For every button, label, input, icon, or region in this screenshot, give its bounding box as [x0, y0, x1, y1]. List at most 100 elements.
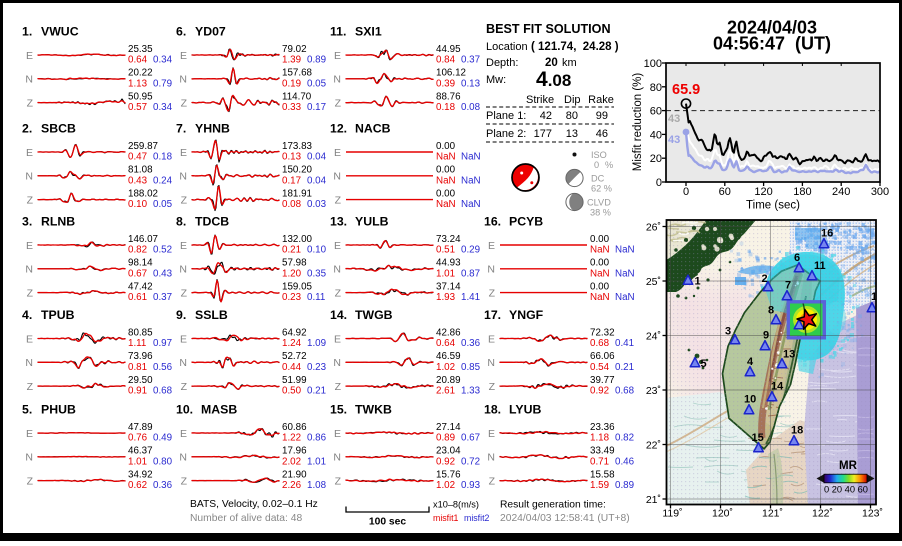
svg-text:106.12: 106.12: [436, 68, 466, 79]
svg-text:29.50: 29.50: [128, 375, 153, 386]
svg-text:DC: DC: [591, 174, 605, 184]
svg-text:44.95: 44.95: [436, 44, 461, 55]
svg-text:1.: 1.: [22, 25, 32, 39]
svg-text:120˚: 120˚: [712, 508, 733, 520]
svg-text:34.92: 34.92: [128, 469, 153, 480]
svg-text:NaN: NaN: [461, 199, 481, 210]
svg-text:0.47: 0.47: [128, 152, 147, 163]
svg-text:0.19: 0.19: [282, 78, 301, 89]
svg-text:0.43: 0.43: [153, 268, 173, 279]
svg-text:NaN: NaN: [436, 152, 456, 163]
svg-text:NaN: NaN: [436, 199, 456, 210]
svg-text:0.89: 0.89: [436, 433, 455, 444]
svg-text:0.36: 0.36: [461, 338, 481, 349]
svg-text:100 sec: 100 sec: [369, 517, 406, 528]
svg-text:0.39: 0.39: [436, 78, 455, 89]
svg-text:79.02: 79.02: [282, 44, 307, 55]
svg-text:51.99: 51.99: [282, 375, 307, 386]
svg-text:46.59: 46.59: [436, 351, 461, 362]
svg-text:26˚: 26˚: [646, 221, 661, 233]
svg-text:misfit1: misfit1: [433, 513, 459, 523]
svg-text:TDCB: TDCB: [195, 215, 229, 229]
svg-text:65.9: 65.9: [672, 82, 700, 98]
svg-text:88.76: 88.76: [436, 91, 461, 102]
svg-text:MR: MR: [839, 460, 858, 472]
svg-text:46: 46: [596, 128, 608, 140]
svg-text:99: 99: [596, 110, 608, 122]
svg-text:0.81: 0.81: [128, 362, 147, 373]
svg-text:0.67: 0.67: [128, 268, 147, 279]
svg-text:15.58: 15.58: [590, 469, 615, 480]
svg-text:173.83: 173.83: [282, 141, 313, 152]
svg-text:159.05: 159.05: [282, 281, 313, 292]
svg-text:misfit2: misfit2: [464, 513, 490, 523]
svg-text:1.09: 1.09: [307, 338, 326, 349]
svg-text:81.08: 81.08: [128, 165, 153, 176]
svg-text:SXI1: SXI1: [355, 25, 382, 39]
svg-text:%: %: [605, 160, 613, 170]
svg-text:47.42: 47.42: [128, 281, 153, 292]
svg-text:0.00: 0.00: [590, 234, 610, 245]
svg-text:17: 17: [871, 291, 883, 303]
svg-text:5: 5: [701, 358, 707, 370]
svg-text:0.85: 0.85: [461, 362, 481, 373]
svg-text:0.05: 0.05: [153, 199, 173, 210]
svg-text:8.: 8.: [176, 215, 186, 229]
svg-text:5.: 5.: [22, 403, 32, 417]
svg-text:Result generation time:: Result generation time:: [500, 500, 606, 511]
svg-text:N: N: [487, 264, 495, 276]
svg-text:Z: Z: [27, 475, 34, 487]
svg-text:1.01: 1.01: [307, 456, 326, 467]
svg-text:E: E: [334, 240, 341, 252]
svg-text:0.21: 0.21: [615, 362, 634, 373]
svg-text:123˚: 123˚: [862, 508, 883, 520]
svg-text:33.49: 33.49: [590, 446, 615, 457]
svg-text:43: 43: [668, 134, 680, 146]
svg-text:0.00: 0.00: [436, 165, 456, 176]
svg-text:18: 18: [791, 425, 803, 437]
svg-text:Misfit reduction (%): Misfit reduction (%): [632, 73, 644, 172]
svg-text:Z: Z: [335, 97, 342, 109]
svg-text:Z: Z: [181, 97, 188, 109]
svg-text:Z: Z: [27, 194, 34, 206]
svg-text:0.97: 0.97: [153, 338, 172, 349]
svg-text:Z: Z: [489, 287, 496, 299]
svg-text:Dip: Dip: [564, 94, 581, 106]
svg-text:80: 80: [566, 110, 578, 122]
svg-text:132.00: 132.00: [282, 234, 313, 245]
svg-text:0.54: 0.54: [590, 362, 610, 373]
svg-text:CLVD: CLVD: [587, 198, 611, 208]
svg-text:0.91: 0.91: [128, 386, 147, 397]
svg-text:23˚: 23˚: [646, 385, 661, 397]
svg-text:80: 80: [650, 82, 662, 94]
svg-text:300: 300: [871, 186, 889, 198]
svg-text:10.: 10.: [176, 403, 193, 417]
svg-text:22˚: 22˚: [646, 439, 661, 451]
svg-text:E: E: [26, 147, 33, 159]
svg-text:x10–8(m/s): x10–8(m/s): [433, 500, 479, 510]
svg-text:N: N: [25, 171, 33, 183]
svg-text:0.21: 0.21: [282, 245, 301, 256]
svg-text:15.76: 15.76: [436, 469, 461, 480]
svg-text:N: N: [333, 357, 341, 369]
svg-text:1.11: 1.11: [128, 338, 146, 349]
svg-text:114.70: 114.70: [282, 91, 312, 102]
svg-text:0.89: 0.89: [307, 55, 326, 66]
svg-text:0.51: 0.51: [436, 245, 455, 256]
svg-text:80.85: 80.85: [128, 327, 153, 338]
svg-text:0.43: 0.43: [128, 175, 148, 186]
svg-text:18.: 18.: [484, 403, 501, 417]
svg-text:Time (sec): Time (sec): [746, 200, 800, 212]
svg-text:0: 0: [656, 177, 662, 189]
svg-text:6: 6: [794, 252, 800, 264]
svg-text:km: km: [562, 57, 577, 69]
svg-text:13: 13: [566, 128, 578, 140]
svg-text:Mw:: Mw:: [486, 74, 506, 86]
svg-text:E: E: [334, 428, 341, 440]
svg-text:N: N: [333, 171, 341, 183]
svg-text:0.10: 0.10: [128, 199, 148, 210]
svg-text:0.33: 0.33: [282, 102, 302, 113]
svg-text:Z: Z: [335, 287, 342, 299]
svg-text:Z: Z: [489, 381, 496, 393]
svg-text:0.23: 0.23: [307, 362, 327, 373]
